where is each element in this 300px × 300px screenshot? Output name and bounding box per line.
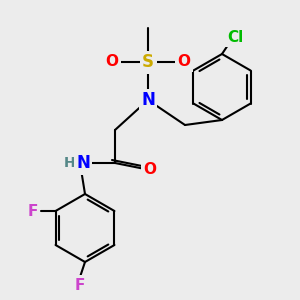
Text: N: N — [76, 154, 90, 172]
Text: F: F — [27, 203, 38, 218]
Text: O: O — [178, 55, 190, 70]
Text: N: N — [141, 91, 155, 109]
Text: Cl: Cl — [227, 29, 243, 44]
Text: H: H — [64, 156, 76, 170]
Text: S: S — [142, 53, 154, 71]
Text: O: O — [106, 55, 118, 70]
Text: O: O — [143, 163, 157, 178]
Text: F: F — [75, 278, 85, 292]
